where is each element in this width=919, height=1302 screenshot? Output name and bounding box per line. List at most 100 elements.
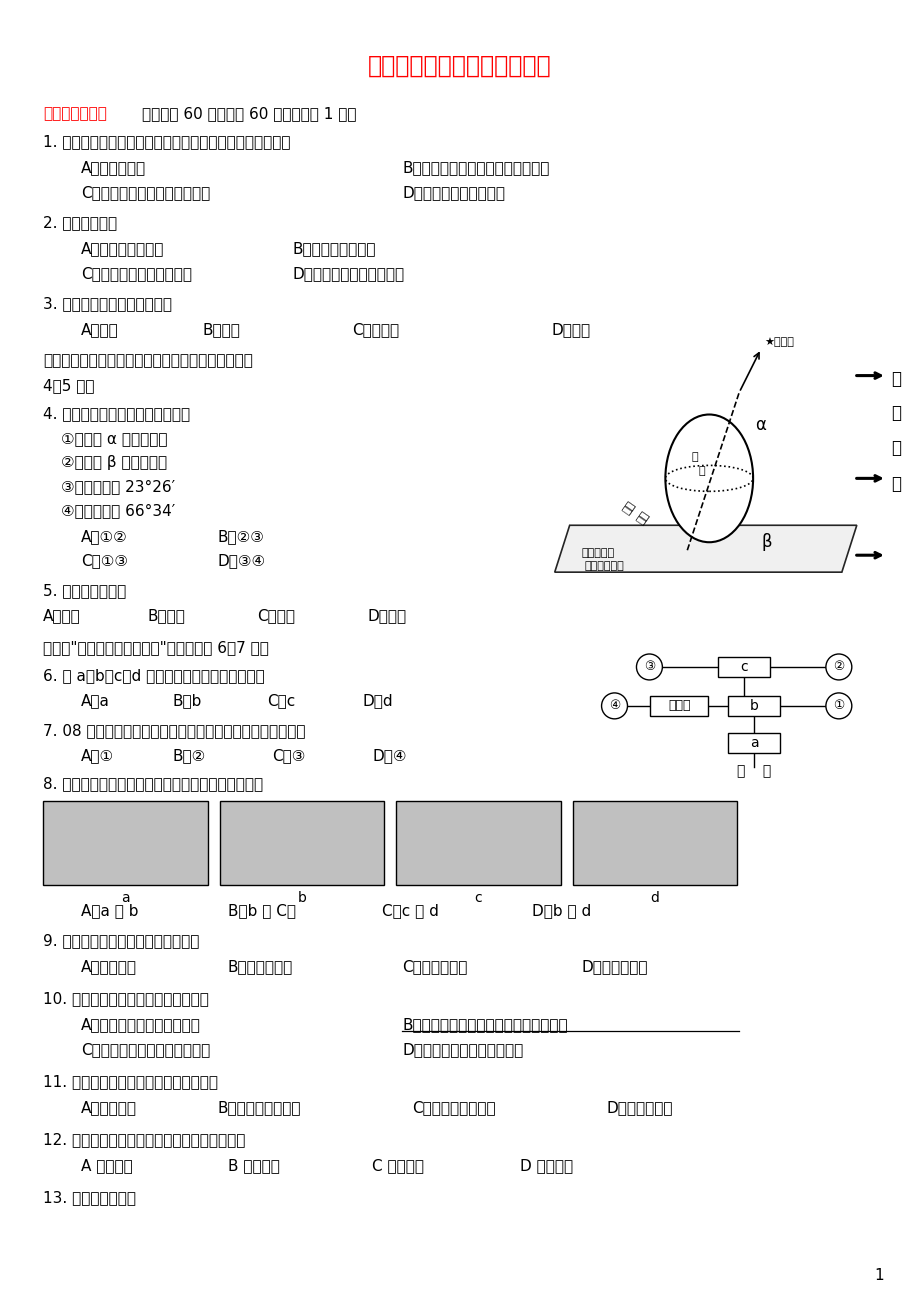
Text: ②图中角 β 是黄赤交角: ②图中角 β 是黄赤交角 [62,456,167,470]
Text: A 生物进化: A 生物进化 [81,1157,132,1173]
Text: 12. 导致中生代末期恐龙灭绝的原因，最可能是: 12. 导致中生代末期恐龙灭绝的原因，最可能是 [43,1131,245,1147]
Text: c: c [474,892,482,905]
Polygon shape [554,525,856,572]
Text: C、火星和木星的轨道之间: C、火星和木星的轨道之间 [81,266,192,281]
Text: ★北极星: ★北极星 [764,337,793,346]
Circle shape [601,693,627,719]
Text: b: b [297,892,306,905]
Text: 9. 下列板块中，被称作海洋板块的是: 9. 下列板块中，被称作海洋板块的是 [43,934,199,948]
Text: 地    慢: 地 慢 [736,764,770,777]
Text: 变质岩: 变质岩 [667,699,690,712]
Text: D．冬季: D．冬季 [367,608,406,624]
Text: 8. 下列地质地貌示意图中，主要由外力作用形成的是: 8. 下列地质地貌示意图中，主要由外力作用形成的是 [43,776,263,790]
Text: （黄道平面）: （黄道平面） [584,561,624,572]
Bar [396,801,560,885]
Text: A．太阳辐射: A．太阳辐射 [81,1100,137,1115]
Text: A．春季: A．春季 [43,608,81,624]
Bar [650,695,708,716]
Text: C．c: C．c [267,693,296,708]
Text: 地: 地 [691,452,698,462]
Text: D．d: D．d [362,693,392,708]
Text: C．适宜的太阳光照和温度范围: C．适宜的太阳光照和温度范围 [81,185,210,201]
Text: B．②: B．② [173,747,206,763]
Text: D．大气逆辐射: D．大气逆辐射 [606,1100,673,1115]
Bar [718,658,769,677]
Text: a: a [121,892,130,905]
Text: B．耀斑: B．耀斑 [202,322,241,337]
Text: A．①: A．① [81,747,114,763]
Text: 太: 太 [890,370,900,388]
Text: 线: 线 [890,475,900,493]
Text: C．①③: C．①③ [81,553,128,568]
Text: a: a [749,736,757,750]
Text: C．大气对地面辐射的反射作用: C．大气对地面辐射的反射作用 [81,1042,210,1057]
Text: C．c 和 d: C．c 和 d [381,904,438,918]
Text: B．太平洋板块: B．太平洋板块 [228,960,292,974]
Text: A、水星与金星之间: A、水星与金星之间 [81,241,165,256]
Bar [43,801,208,885]
Circle shape [636,654,662,680]
Text: ④: ④ [608,699,619,712]
Text: 黄赤: 黄赤 [621,500,637,517]
Text: 1: 1 [873,1268,882,1282]
Text: B．恰到好处的大气厚度和大气成分: B．恰到好处的大气厚度和大气成分 [402,160,549,174]
Circle shape [825,693,851,719]
Text: D．④: D．④ [372,747,406,763]
Text: 4. 关于黄赤交角的叙述，正确的是: 4. 关于黄赤交角的叙述，正确的是 [43,406,190,422]
Text: B、火星与金星之间: B、火星与金星之间 [292,241,376,256]
Text: A．黑子: A．黑子 [81,322,119,337]
Text: 5. 此时北半球正值: 5. 此时北半球正值 [43,583,127,598]
Text: c: c [740,660,747,674]
Text: α: α [754,417,766,435]
Text: b: b [749,699,758,713]
Text: 一、单项选择题: 一、单项选择题 [43,107,107,121]
Text: B 环境污染: B 环境污染 [228,1157,279,1173]
Text: A．①②: A．①② [81,529,128,544]
Text: B．b 和 C．: B．b 和 C． [228,904,295,918]
Text: 2. 小行星带位于: 2. 小行星带位于 [43,215,118,230]
Text: ①图中角 α 是黄赤交角: ①图中角 α 是黄赤交角 [62,431,167,447]
Text: 6. 在 a、b、c、d 中，可能有生物遗体存在的是: 6. 在 a、b、c、d 中，可能有生物遗体存在的是 [43,668,265,684]
Text: C．地面的长波辐射: C．地面的长波辐射 [412,1100,495,1115]
Text: （本题有 60 小题，共 60 分。每小题 1 分）: （本题有 60 小题，共 60 分。每小题 1 分） [142,107,356,121]
Text: C．③: C．③ [272,747,306,763]
Text: C．南极洲板块: C．南极洲板块 [402,960,467,974]
Text: β: β [760,534,771,551]
Text: B．②③: B．②③ [218,529,265,544]
Text: A．亚欧板块: A．亚欧板块 [81,960,137,974]
Text: D．③④: D．③④ [218,553,266,568]
Text: C 环境变迁: C 环境变迁 [372,1157,424,1173]
Text: D．日珥: D．日珥 [551,322,590,337]
Text: 4～5 题。: 4～5 题。 [43,379,95,393]
Text: 阳: 阳 [890,404,900,422]
Text: B．夏季: B．夏季 [148,608,186,624]
Text: 轴: 轴 [698,466,705,477]
Text: 7. 08 年北京奥运金牌上镶的昆仑玉和大理岩的形成过程同属: 7. 08 年北京奥运金牌上镶的昆仑玉和大理岩的形成过程同属 [43,723,305,738]
Bar [572,801,736,885]
Text: ④目前度数为 66°34′: ④目前度数为 66°34′ [62,504,176,518]
Text: 右图是"地壳物质循环示意图"，读图回答 6～7 题。: 右图是"地壳物质循环示意图"，读图回答 6～7 题。 [43,641,269,655]
Text: B．太阳红外线辐射: B．太阳红外线辐射 [218,1100,301,1115]
Text: 地球轨道面: 地球轨道面 [581,548,614,559]
Text: 右图是黄赤交角和太阳光照射地球示意图。读图回答: 右图是黄赤交角和太阳光照射地球示意图。读图回答 [43,354,253,368]
Text: C．太阳风: C．太阳风 [352,322,399,337]
Circle shape [825,654,851,680]
Text: B．b: B．b [173,693,202,708]
Text: d: d [650,892,659,905]
Text: D、木星和土星的轨道之间: D、木星和土星的轨道之间 [292,266,404,281]
Text: B．大气逆辐射补偿地面辐射损失的热量: B．大气逆辐射补偿地面辐射损失的热量 [402,1017,567,1032]
Text: D．大气热容量大，不易降温: D．大气热容量大，不易降温 [402,1042,523,1057]
Text: C．秋季: C．秋季 [257,608,295,624]
Text: D 陆地消失: D 陆地消失 [519,1157,573,1173]
Text: ③目前度数为 23°26′: ③目前度数为 23°26′ [62,479,176,495]
Text: 高二上学期期中考试地理试题: 高二上学期期中考试地理试题 [368,53,551,77]
Text: D．b 和 d: D．b 和 d [531,904,590,918]
Text: A．a 和 b: A．a 和 b [81,904,139,918]
Text: D．地球常遭小行星撞击: D．地球常遭小行星撞击 [402,185,505,201]
Text: 11. 对流层大气的热量绝大部分直接来自: 11. 对流层大气的热量绝大部分直接来自 [43,1074,218,1088]
Text: 13. 近地面的风向是: 13. 近地面的风向是 [43,1190,136,1204]
Text: A．a: A．a [81,693,110,708]
Text: ②: ② [833,660,844,673]
Bar [728,733,779,753]
Text: 1. 关于地球上生命物质存在的基本条件的叙述，不正确的是: 1. 关于地球上生命物质存在的基本条件的叙述，不正确的是 [43,134,290,150]
